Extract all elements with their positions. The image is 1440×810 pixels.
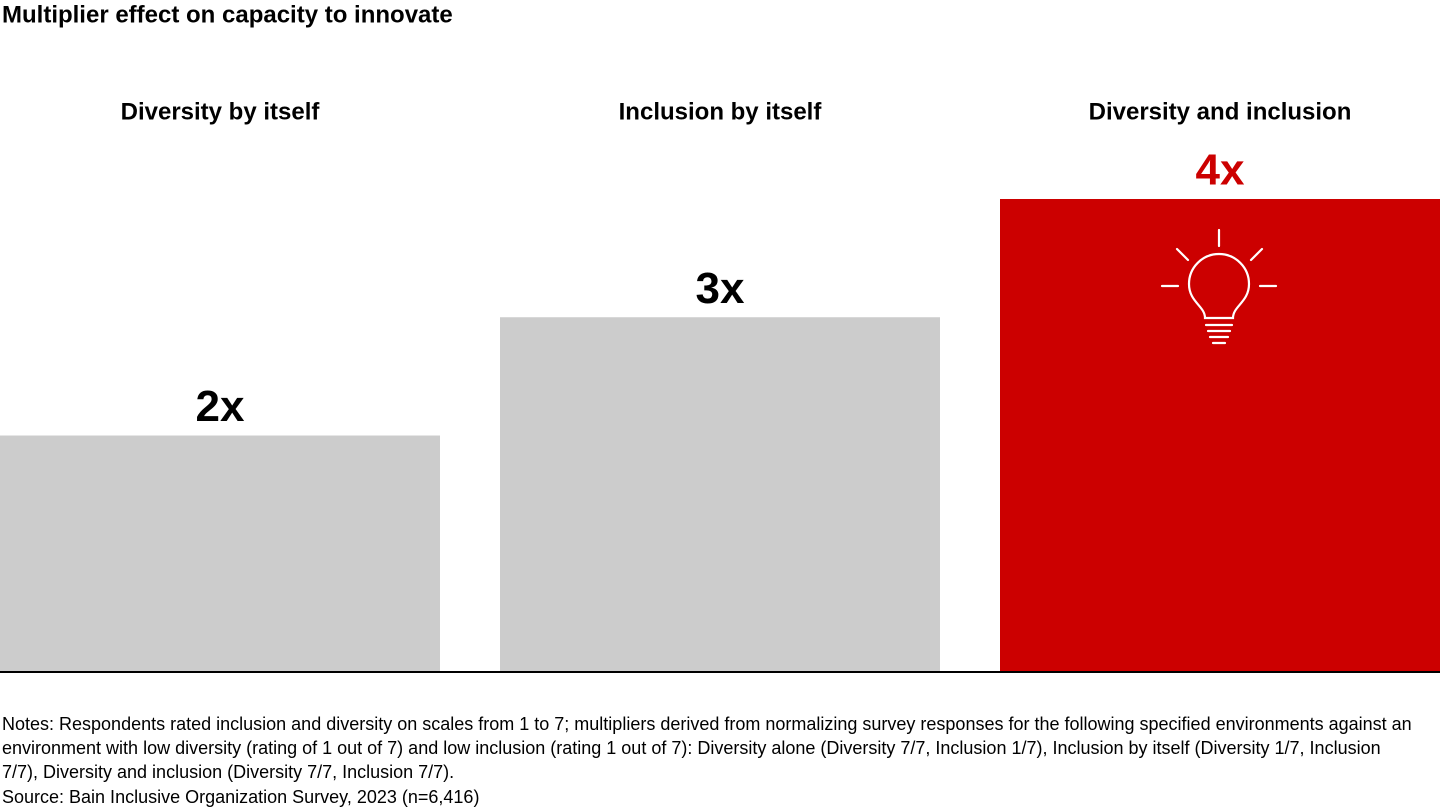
bars <box>0 199 1440 672</box>
bar <box>0 435 440 672</box>
value-label: 2x <box>196 382 245 431</box>
chart: Multiplier effect on capacity to innovat… <box>0 1 1440 673</box>
bar <box>500 317 940 672</box>
category-label: Inclusion by itself <box>619 98 823 125</box>
bar <box>1000 199 1440 672</box>
value-label: 3x <box>696 264 745 313</box>
source: Source: Bain Inclusive Organization Surv… <box>2 787 480 807</box>
notes: Notes: Respondents rated inclusion and d… <box>2 714 1412 782</box>
value-label: 4x <box>1196 146 1245 195</box>
lightbulb-icon <box>1160 228 1278 345</box>
chart-title: Multiplier effect on capacity to innovat… <box>2 1 453 28</box>
category-label: Diversity and inclusion <box>1089 98 1352 125</box>
category-label: Diversity by itself <box>121 98 321 125</box>
